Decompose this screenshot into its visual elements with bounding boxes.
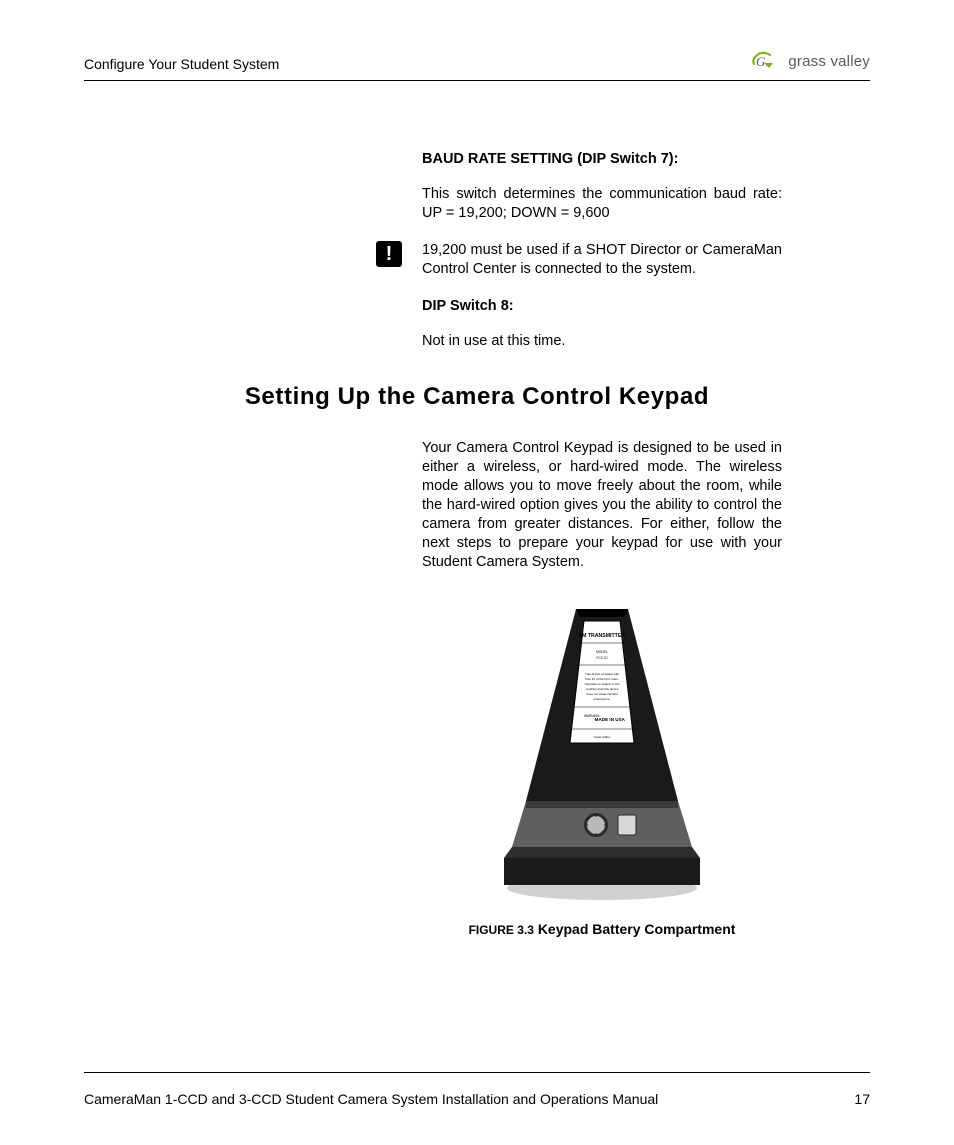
page-header: Configure Your Student System G grass va…	[84, 50, 870, 78]
section-breadcrumb: Configure Your Student System	[84, 56, 279, 72]
page-footer: CameraMan 1-CCD and 3-CCD Student Camera…	[84, 1072, 870, 1107]
figure-number: FIGURE 3.3	[469, 923, 534, 937]
brand-text: grass valley	[788, 53, 870, 70]
section-intro-col: Your Camera Control Keypad is designed t…	[422, 439, 782, 937]
footer-page-number: 17	[854, 1091, 870, 1107]
figure-caption-text: Keypad Battery Compartment	[538, 921, 736, 937]
svg-text:does not cause harmful: does not cause harmful	[586, 692, 618, 696]
section-title: Setting Up the Camera Control Keypad	[84, 383, 870, 411]
svg-text:MODEL: MODEL	[596, 650, 608, 654]
figure-caption: FIGURE 3.3 Keypad Battery Compartment	[469, 921, 736, 937]
svg-text:This device complies with: This device complies with	[585, 672, 619, 676]
footer-doc-title: CameraMan 1-CCD and 3-CCD Student Camera…	[84, 1091, 658, 1107]
keypad-illustration-icon: FM TRANSMITTER MODEL FCC ID This device …	[492, 603, 712, 903]
baud-note: 19,200 must be used if a SHOT Director o…	[422, 241, 782, 279]
figure-keypad: FM TRANSMITTER MODEL FCC ID This device …	[422, 603, 782, 937]
svg-text:interference.: interference.	[594, 697, 611, 701]
brand-logo: G grass valley	[750, 50, 870, 72]
section-intro: Your Camera Control Keypad is designed t…	[422, 439, 782, 573]
svg-text:FCC ID: FCC ID	[596, 656, 608, 660]
svg-text:condition that this device: condition that this device	[586, 687, 619, 691]
panel-fm-label: FM TRANSMITTER	[579, 633, 625, 639]
footer-rule	[84, 1072, 870, 1073]
svg-text:Grass Valley: Grass Valley	[594, 735, 611, 739]
svg-text:Operation is subject to the: Operation is subject to the	[585, 682, 620, 686]
baud-heading: BAUD RATE SETTING (DIP Switch 7):	[422, 151, 782, 167]
panel-made-label: MADE IN USA	[595, 717, 626, 722]
baud-para: This switch determines the communication…	[422, 185, 782, 223]
warning-note-row: ! 19,200 must be used if a SHOT Director…	[422, 241, 782, 279]
svg-text:Part 15 of the FCC rules.: Part 15 of the FCC rules.	[585, 677, 618, 681]
warning-icon: !	[376, 241, 402, 267]
dip8-heading: DIP Switch 8:	[422, 298, 782, 314]
grass-valley-mark-icon: G	[750, 50, 784, 72]
body-right-column: BAUD RATE SETTING (DIP Switch 7): This s…	[422, 151, 782, 351]
header-rule	[84, 80, 870, 81]
dip8-body: Not in use at this time.	[422, 332, 782, 351]
svg-text:G: G	[756, 54, 766, 69]
